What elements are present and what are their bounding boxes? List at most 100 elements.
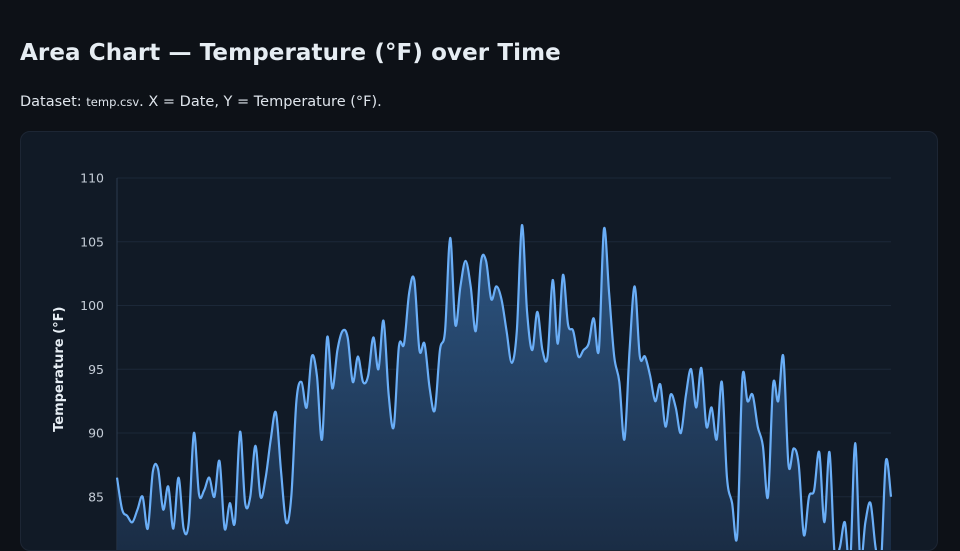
data-point bbox=[669, 394, 671, 396]
data-point bbox=[552, 279, 554, 281]
data-point bbox=[244, 502, 246, 504]
data-point bbox=[428, 387, 430, 389]
data-point bbox=[813, 489, 815, 491]
data-point bbox=[680, 432, 682, 434]
data-point bbox=[464, 260, 466, 262]
y-tick-label-105: 105 bbox=[80, 234, 104, 249]
data-point bbox=[828, 451, 830, 453]
data-point bbox=[634, 285, 636, 287]
data-point bbox=[172, 527, 174, 529]
data-point bbox=[234, 521, 236, 523]
data-point bbox=[649, 374, 651, 376]
area-chart: 85 90 95 100 105 110 Temperature (°F) bbox=[52, 171, 893, 550]
data-point bbox=[141, 496, 143, 498]
data-point bbox=[403, 343, 405, 345]
data-point bbox=[439, 349, 441, 351]
data-point bbox=[249, 496, 251, 498]
data-point bbox=[126, 515, 128, 517]
data-point bbox=[659, 383, 661, 385]
data-point bbox=[398, 345, 400, 347]
data-point bbox=[480, 261, 482, 263]
data-point bbox=[890, 496, 892, 498]
data-point bbox=[864, 521, 866, 523]
data-point bbox=[505, 330, 507, 332]
data-point bbox=[213, 496, 215, 498]
data-point bbox=[275, 411, 277, 413]
data-point bbox=[777, 400, 779, 402]
data-point bbox=[731, 502, 733, 504]
data-point bbox=[341, 330, 343, 332]
data-point bbox=[408, 292, 410, 294]
data-point bbox=[675, 406, 677, 408]
data-point bbox=[413, 279, 415, 281]
data-point bbox=[157, 468, 159, 470]
data-point bbox=[536, 311, 538, 313]
data-point bbox=[736, 534, 738, 536]
data-point bbox=[285, 521, 287, 523]
data-point bbox=[567, 323, 569, 325]
y-tick-label-90: 90 bbox=[88, 426, 104, 441]
data-point bbox=[336, 349, 338, 351]
data-point bbox=[239, 431, 241, 433]
data-point bbox=[116, 476, 118, 478]
data-point bbox=[259, 496, 261, 498]
data-point bbox=[546, 355, 548, 357]
data-point bbox=[705, 425, 707, 427]
data-point bbox=[639, 355, 641, 357]
data-point bbox=[572, 330, 574, 332]
data-point bbox=[787, 464, 789, 466]
data-point bbox=[521, 224, 523, 226]
data-point bbox=[311, 355, 313, 357]
data-point bbox=[710, 406, 712, 408]
data-point bbox=[162, 508, 164, 510]
data-point bbox=[741, 377, 743, 379]
data-point bbox=[434, 409, 436, 411]
data-point bbox=[459, 285, 461, 287]
data-point bbox=[254, 445, 256, 447]
page-title: Area Chart — Temperature (°F) over Time bbox=[20, 40, 561, 66]
data-point bbox=[510, 362, 512, 364]
data-point bbox=[372, 336, 374, 338]
data-point bbox=[598, 349, 600, 351]
data-point bbox=[757, 425, 759, 427]
data-point bbox=[772, 383, 774, 385]
data-point bbox=[603, 228, 605, 230]
data-point bbox=[203, 489, 205, 491]
data-point bbox=[305, 406, 307, 408]
data-point bbox=[188, 521, 190, 523]
data-point bbox=[280, 470, 282, 472]
data-point bbox=[885, 460, 887, 462]
data-point bbox=[844, 521, 846, 523]
data-point bbox=[685, 394, 687, 396]
y-tick-label-110: 110 bbox=[80, 171, 104, 186]
data-point bbox=[152, 470, 154, 472]
data-point bbox=[818, 451, 820, 453]
data-point bbox=[628, 349, 630, 351]
data-point bbox=[767, 496, 769, 498]
data-point bbox=[623, 438, 625, 440]
dataset-caption: Dataset: temp.csv. X = Date, Y = Tempera… bbox=[20, 94, 382, 110]
data-point bbox=[198, 493, 200, 495]
data-point bbox=[798, 464, 800, 466]
data-point bbox=[177, 476, 179, 478]
data-point bbox=[716, 438, 718, 440]
data-point bbox=[751, 394, 753, 396]
data-point bbox=[823, 521, 825, 523]
caption-prefix: Dataset: bbox=[20, 94, 87, 110]
data-point bbox=[531, 349, 533, 351]
data-point bbox=[167, 485, 169, 487]
data-point bbox=[321, 438, 323, 440]
data-point bbox=[516, 330, 518, 332]
data-point bbox=[218, 460, 220, 462]
data-point bbox=[331, 387, 333, 389]
chart-card: 85 90 95 100 105 110 Temperature (°F) bbox=[20, 131, 938, 551]
y-tick-label-85: 85 bbox=[88, 489, 104, 504]
y-tick-label-100: 100 bbox=[80, 298, 104, 313]
data-point bbox=[490, 298, 492, 300]
data-point bbox=[362, 381, 364, 383]
data-point bbox=[346, 336, 348, 338]
data-point bbox=[357, 355, 359, 357]
data-point bbox=[423, 343, 425, 345]
data-point bbox=[541, 349, 543, 351]
data-point bbox=[264, 476, 266, 478]
